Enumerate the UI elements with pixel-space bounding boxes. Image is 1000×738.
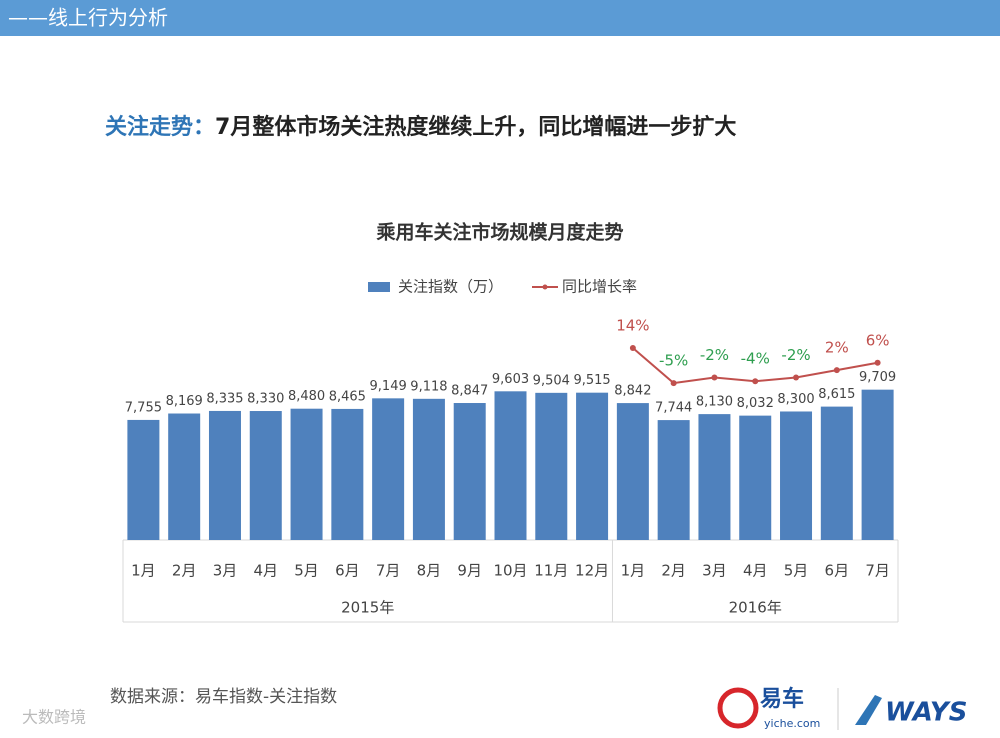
bar-label: 8,300	[777, 392, 814, 407]
headline: 关注走势：7月整体市场关注热度继续上升，同比增幅进一步扩大	[105, 114, 736, 140]
x-tick-label: 3月	[213, 562, 238, 580]
bar	[820, 406, 853, 540]
logo-ways: WAYS	[885, 698, 967, 728]
bar-label: 8,330	[247, 392, 284, 407]
logo-icon	[717, 687, 759, 729]
watermark: 大数跨境	[22, 708, 86, 727]
logo-yiche: 易车	[760, 686, 804, 712]
x-tick-label: 11月	[534, 562, 568, 580]
bar	[168, 413, 201, 540]
bar	[331, 408, 364, 540]
bar-label: 8,032	[737, 396, 774, 411]
x-tick-label: 7月	[865, 562, 890, 580]
x-tick-label: 4月	[743, 562, 768, 580]
bar	[698, 414, 731, 540]
bar	[127, 419, 160, 540]
chart-title: 乘用车关注市场规模月度走势	[375, 221, 623, 244]
bar	[412, 398, 445, 540]
ways-icon	[855, 695, 882, 725]
x-tick-label: 2月	[172, 562, 197, 580]
bar-label: 9,118	[410, 379, 447, 394]
x-tick-label: 2月	[661, 562, 686, 580]
line-label: -2%	[700, 346, 729, 364]
line-marker	[793, 374, 800, 381]
bar-label: 9,515	[573, 373, 610, 388]
bar-label: 9,504	[533, 373, 570, 388]
line-marker	[711, 374, 718, 381]
section-title: ——线上行为分析	[8, 6, 168, 30]
bar-label: 8,169	[166, 394, 203, 409]
legend-label: 同比增长率	[562, 278, 637, 296]
headline-text: 7月整体市场关注热度继续上升，同比增幅进一步扩大	[215, 114, 736, 140]
bar	[249, 411, 282, 540]
bar-label: 8,335	[206, 391, 243, 406]
bar	[372, 398, 405, 540]
x-tick-label: 5月	[784, 562, 809, 580]
source: 数据来源：易车指数-关注指数	[110, 687, 337, 707]
x-tick-label: 1月	[131, 562, 156, 580]
bar	[576, 392, 609, 540]
x-tick-label: 5月	[294, 562, 319, 580]
line-marker	[752, 378, 759, 385]
x-tick-label: 6月	[825, 562, 850, 580]
x-tick-label: 1月	[621, 562, 646, 580]
bar	[535, 392, 568, 540]
legend-swatch	[368, 282, 390, 292]
bar	[453, 403, 486, 540]
line-marker	[670, 380, 677, 387]
logo-yiche-sub: yiche.com	[764, 717, 820, 730]
bar-label: 8,480	[288, 389, 325, 404]
bar	[780, 411, 813, 540]
line-label: 2%	[825, 339, 849, 357]
x-tick-label: 9月	[457, 562, 482, 580]
group-label: 2016年	[729, 599, 782, 617]
line-marker	[874, 359, 881, 366]
bar	[494, 391, 527, 540]
headline-key: 关注走势：	[105, 114, 215, 140]
x-tick-label: 7月	[376, 562, 401, 580]
line-label: 14%	[616, 317, 649, 335]
bar	[616, 403, 649, 540]
x-tick-label: 4月	[253, 562, 278, 580]
x-tick-label: 10月	[493, 562, 527, 580]
line-marker	[629, 345, 636, 351]
bar	[739, 415, 772, 540]
x-tick-label: 8月	[417, 562, 442, 580]
line-marker	[833, 367, 840, 374]
group-label: 2015年	[341, 599, 394, 617]
bar-label: 8,130	[696, 395, 733, 410]
bar-label: 8,847	[451, 384, 488, 399]
bar-label: 8,465	[329, 389, 366, 404]
legend-marker	[542, 284, 548, 290]
bar	[657, 420, 690, 540]
line-label: -4%	[741, 350, 770, 368]
line-label: -2%	[781, 346, 810, 364]
bar-label: 8,615	[818, 387, 855, 402]
line-label: 6%	[866, 331, 890, 349]
x-tick-label: 6月	[335, 562, 360, 580]
bar-label: 7,744	[655, 401, 692, 416]
bar	[861, 389, 894, 540]
x-tick-label: 12月	[575, 562, 609, 580]
bar-label: 8,842	[614, 384, 651, 399]
bar-label: 7,755	[125, 400, 162, 415]
line-label: -5%	[659, 352, 688, 370]
bar-label: 9,709	[859, 370, 896, 385]
legend-label: 关注指数（万）	[398, 278, 503, 296]
bar-label: 9,149	[370, 379, 407, 394]
plot: 1月 2月 3月 4月 5月 6月 7月 8月 9月 10月 11月 12月 2015年 1月 2月 3月 4月…	[122, 278, 899, 623]
header-band	[0, 0, 1000, 36]
x-tick-label: 3月	[702, 562, 727, 580]
bar-label: 9,603	[492, 372, 529, 387]
bar	[290, 408, 323, 540]
bar	[208, 410, 241, 540]
